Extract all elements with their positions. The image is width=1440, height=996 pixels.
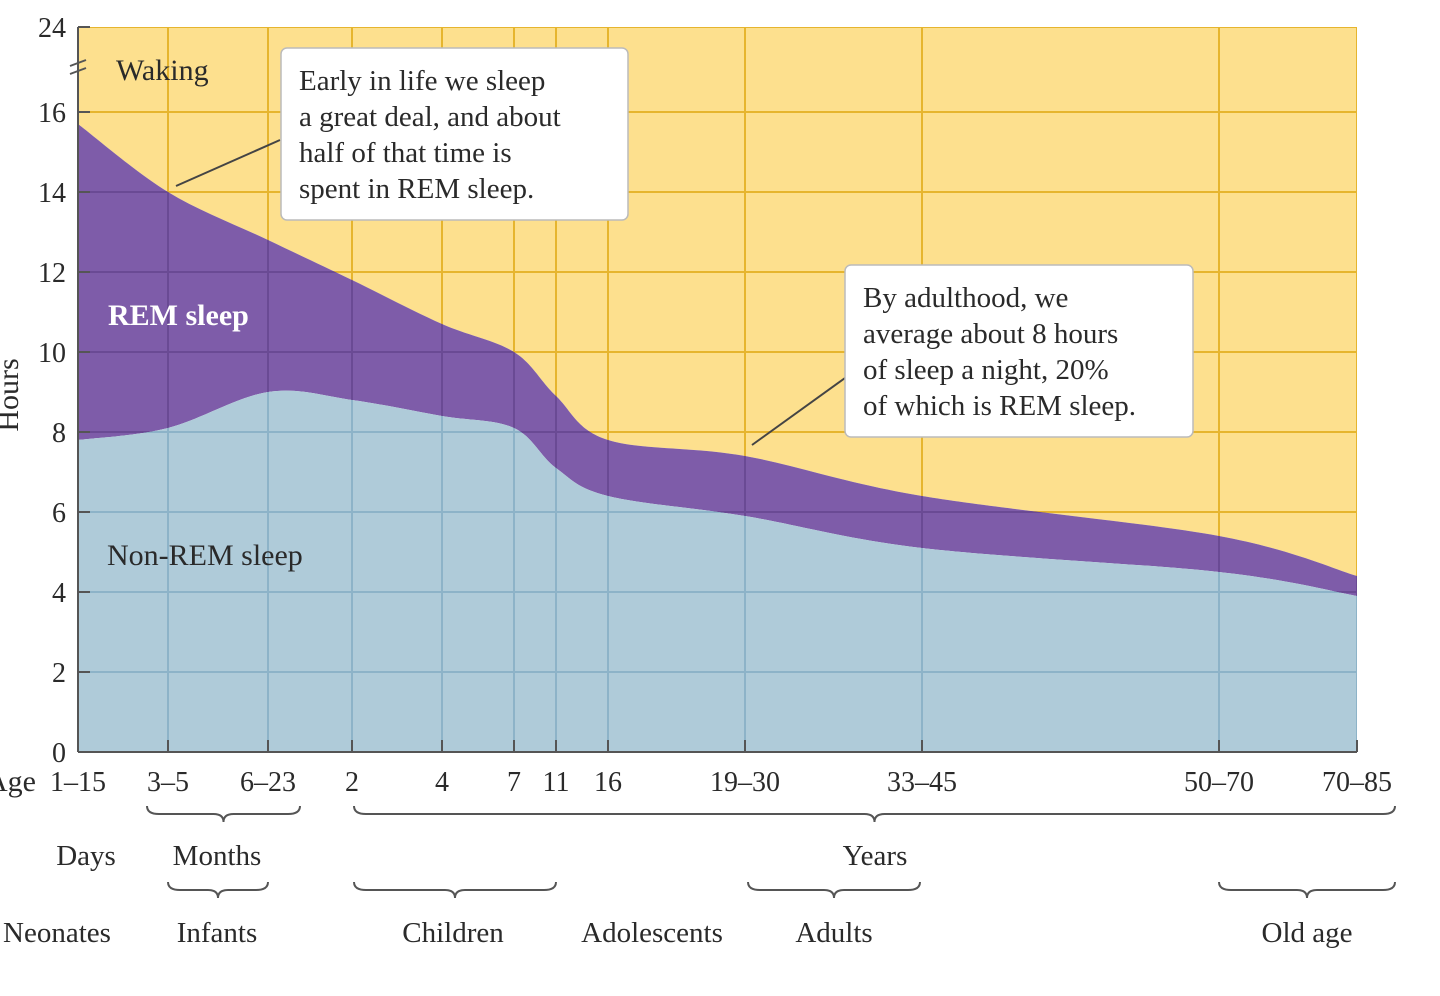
life-stage-label: Children xyxy=(402,917,504,949)
annotation-text: spent in REM sleep. xyxy=(299,173,534,205)
life-stage-label: Adults xyxy=(795,917,872,949)
unit-brace xyxy=(146,805,301,823)
unit-brace xyxy=(353,805,1396,823)
axis-break-icon xyxy=(69,59,87,75)
y-tick-label: 2 xyxy=(52,658,66,689)
unit-group-label: Years xyxy=(843,840,908,872)
x-axis-label: Age xyxy=(0,765,36,798)
grid-lines xyxy=(78,390,1357,752)
y-tick-label: 24 xyxy=(38,13,66,44)
x-tick-label: 16 xyxy=(594,767,622,798)
annotation-leader-line xyxy=(751,377,846,446)
annotation-text: of sleep a night, 20% xyxy=(863,354,1109,386)
rem-sleep-area xyxy=(78,124,1357,596)
life-stage-label: Infants xyxy=(177,917,258,949)
x-tick-label: 33–45 xyxy=(887,767,957,798)
y-tick-label: 6 xyxy=(52,498,66,529)
y-tick-label: 16 xyxy=(38,98,66,129)
annotation-leader-line xyxy=(175,139,281,187)
nrem-area-label: Non-REM sleep xyxy=(107,539,303,572)
unit-group-label: Months xyxy=(173,840,262,872)
y-tick-label: 4 xyxy=(52,578,66,609)
x-tick-label: 11 xyxy=(543,767,570,798)
life-stage-brace xyxy=(1218,881,1396,899)
y-tick-label: 0 xyxy=(52,738,66,769)
life-stage-brace xyxy=(747,881,921,899)
x-tick-label: 50–70 xyxy=(1184,767,1254,798)
life-stage-brace xyxy=(167,881,269,899)
life-stage-label: Adolescents xyxy=(581,917,723,949)
unit-group-label: Days xyxy=(56,840,116,872)
x-tick-label: 3–5 xyxy=(147,767,189,798)
annotation-text: By adulthood, we xyxy=(863,282,1068,314)
annotation-text: average about 8 hours xyxy=(863,318,1118,350)
x-tick-label: 70–85 xyxy=(1322,767,1392,798)
rem-area-label: REM sleep xyxy=(108,299,249,332)
annotation-text: of which is REM sleep. xyxy=(863,390,1136,422)
waking-area-label: Waking xyxy=(116,54,209,87)
life-stage-label: Old age xyxy=(1262,917,1353,949)
y-tick-label: 10 xyxy=(38,338,66,369)
x-tick-label: 1–15 xyxy=(50,767,106,798)
life-stage-label: Neonates xyxy=(3,917,111,949)
x-tick-label: 7 xyxy=(507,767,521,798)
x-tick-label: 4 xyxy=(435,767,449,798)
nrem-sleep-area xyxy=(78,390,1357,752)
annotation-text: a great deal, and about xyxy=(299,101,561,133)
x-tick-label: 6–23 xyxy=(240,767,296,798)
y-tick-label: 12 xyxy=(38,258,66,289)
y-axis-label: Hours xyxy=(0,358,25,431)
y-tick-label: 14 xyxy=(38,178,66,209)
x-tick-label: 2 xyxy=(345,767,359,798)
annotation-text: Early in life we sleep xyxy=(299,65,545,97)
annotation-text: half of that time is xyxy=(299,137,512,169)
annotation-box xyxy=(280,47,629,221)
x-tick-label: 19–30 xyxy=(710,767,780,798)
annotation-box xyxy=(844,264,1194,438)
life-stage-brace xyxy=(353,881,557,899)
y-tick-label: 8 xyxy=(52,418,66,449)
